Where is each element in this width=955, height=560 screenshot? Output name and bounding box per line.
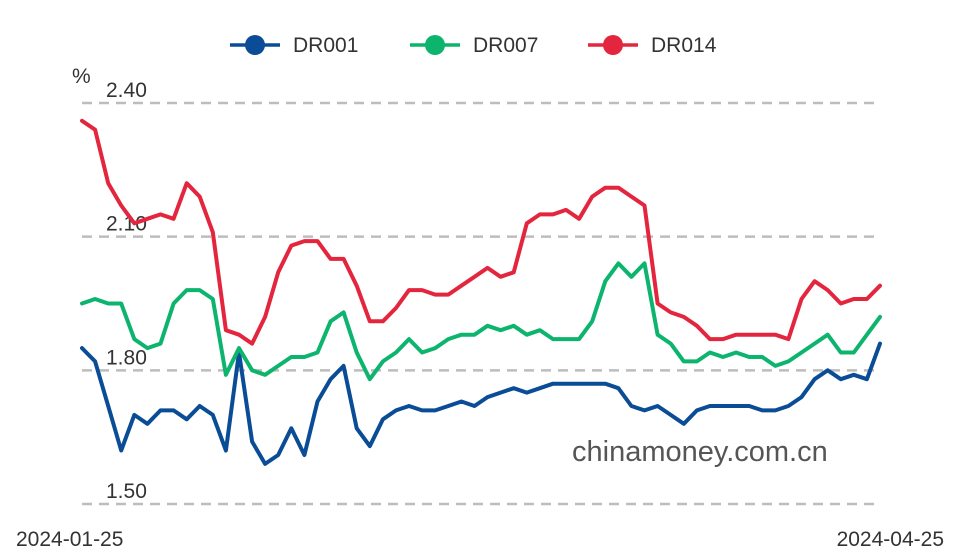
legend-label-dr014: DR014 [651, 34, 717, 57]
y-axis-unit-label: % [72, 65, 91, 88]
y-tick-label-2.10: 2.10 [106, 213, 147, 236]
series-layer [80, 118, 882, 466]
series-line-dr007 [80, 261, 882, 382]
y-axis: 1.50 1.80 2.10 2.40 [106, 79, 147, 503]
x-tick-label-end: 2024-04-25 [837, 528, 944, 551]
y-tick-label-1.50: 1.50 [106, 480, 147, 503]
grid-layer [82, 101, 880, 506]
legend-label-dr007: DR007 [473, 34, 538, 57]
legend-marker-dr001 [245, 35, 265, 55]
y-tick-label-2.40: 2.40 [106, 79, 147, 102]
legend-item-dr007: DR007 [410, 34, 538, 57]
y-tick-label-1.80: 1.80 [106, 346, 147, 369]
x-tick-label-start: 2024-01-25 [16, 528, 123, 551]
series-line-dr001 [80, 341, 882, 466]
series-line-dr014 [80, 118, 882, 346]
legend-item-dr001: DR001 [230, 34, 358, 57]
legend-marker-dr007 [425, 35, 445, 55]
legend-marker-dr014 [603, 35, 623, 55]
watermark: chinamoney.com.cn [572, 436, 828, 468]
legend-label-dr001: DR001 [293, 34, 358, 57]
legend: DR001 DR007 DR014 [230, 34, 717, 57]
legend-item-dr014: DR014 [588, 34, 717, 57]
